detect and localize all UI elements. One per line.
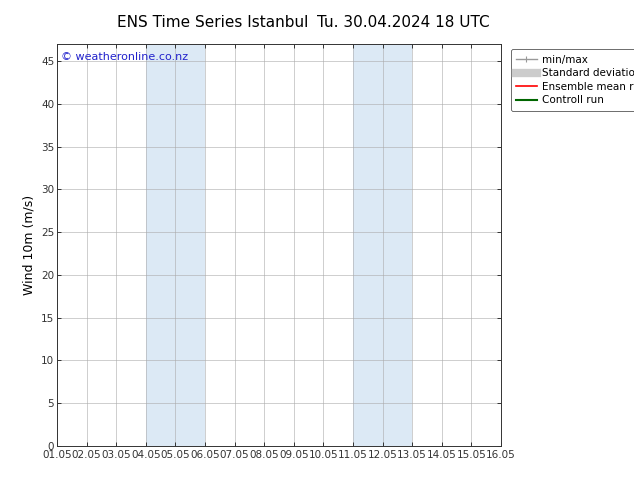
Legend: min/max, Standard deviation, Ensemble mean run, Controll run: min/max, Standard deviation, Ensemble me… bbox=[510, 49, 634, 111]
Text: Tu. 30.04.2024 18 UTC: Tu. 30.04.2024 18 UTC bbox=[317, 15, 489, 30]
Bar bbox=[353, 44, 412, 446]
Y-axis label: Wind 10m (m/s): Wind 10m (m/s) bbox=[22, 195, 36, 295]
Text: ENS Time Series Istanbul: ENS Time Series Istanbul bbox=[117, 15, 308, 30]
Bar bbox=[146, 44, 205, 446]
Text: © weatheronline.co.nz: © weatheronline.co.nz bbox=[61, 52, 189, 62]
